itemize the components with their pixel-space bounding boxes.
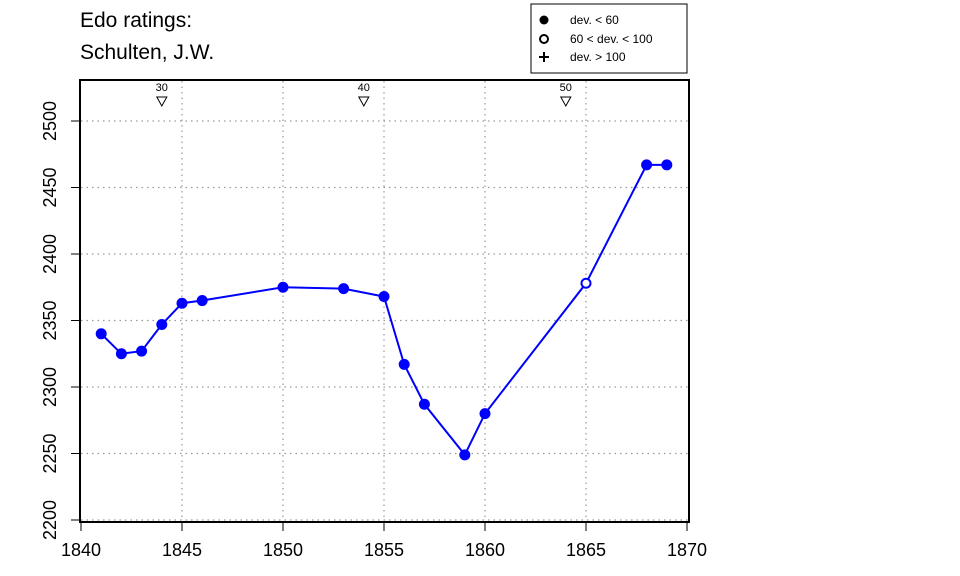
age-marker-label: 40 <box>358 82 370 94</box>
rating-point <box>378 291 390 303</box>
rating-point <box>136 345 148 357</box>
rating-point <box>641 159 653 171</box>
rating-line <box>100 163 667 457</box>
y-tick-label: 2350 <box>40 300 60 340</box>
x-tick-label: 1850 <box>263 540 303 560</box>
legend-entry-label: dev. > 100 <box>570 50 626 64</box>
rating-point <box>196 295 208 307</box>
legend-entry-label: 60 < dev. < 100 <box>570 32 653 46</box>
rating-point <box>479 408 491 420</box>
rating-point <box>277 281 289 293</box>
y-tick-label: 2500 <box>40 101 60 141</box>
rating-point <box>459 449 471 461</box>
chart-title-line-2: Schulten, J.W. <box>80 41 215 64</box>
rating-point <box>418 398 430 410</box>
legend-entry-label: dev. < 60 <box>570 13 619 27</box>
rating-point <box>95 328 107 340</box>
legend-box <box>530 3 688 74</box>
rating-point <box>176 297 188 309</box>
y-tick-label: 2450 <box>40 167 60 207</box>
y-tick-label: 2400 <box>40 234 60 274</box>
legend: dev. < 60 60 < dev. < 100 dev. > 100 <box>530 3 688 74</box>
x-tick-label: 1860 <box>465 540 505 560</box>
chart-title-line-1: Edo ratings: <box>80 9 193 32</box>
rating-point <box>338 283 350 295</box>
rating-point <box>398 358 410 370</box>
y-tick-label: 2250 <box>40 433 60 473</box>
age-marker-label: 30 <box>156 82 168 94</box>
age-marker-triangle <box>155 96 168 108</box>
rating-point <box>115 348 127 360</box>
age-marker-label: 50 <box>560 82 572 94</box>
x-tick-label: 1840 <box>61 540 101 560</box>
rating-point <box>156 318 168 330</box>
rating-point <box>580 277 592 289</box>
legend-plus-icon <box>539 52 549 62</box>
y-tick-label: 2300 <box>40 367 60 407</box>
x-tick-label: 1870 <box>667 540 707 560</box>
rating-point <box>661 159 673 171</box>
x-tick-label: 1845 <box>162 540 202 560</box>
legend-filled-circle-icon <box>539 15 549 25</box>
age-marker-triangle <box>559 96 572 108</box>
legend-open-circle-icon <box>539 34 549 44</box>
y-tick-label: 2200 <box>40 500 60 540</box>
x-tick-label: 1865 <box>566 540 606 560</box>
age-marker-triangle <box>357 96 370 108</box>
x-tick-label: 1855 <box>364 540 404 560</box>
